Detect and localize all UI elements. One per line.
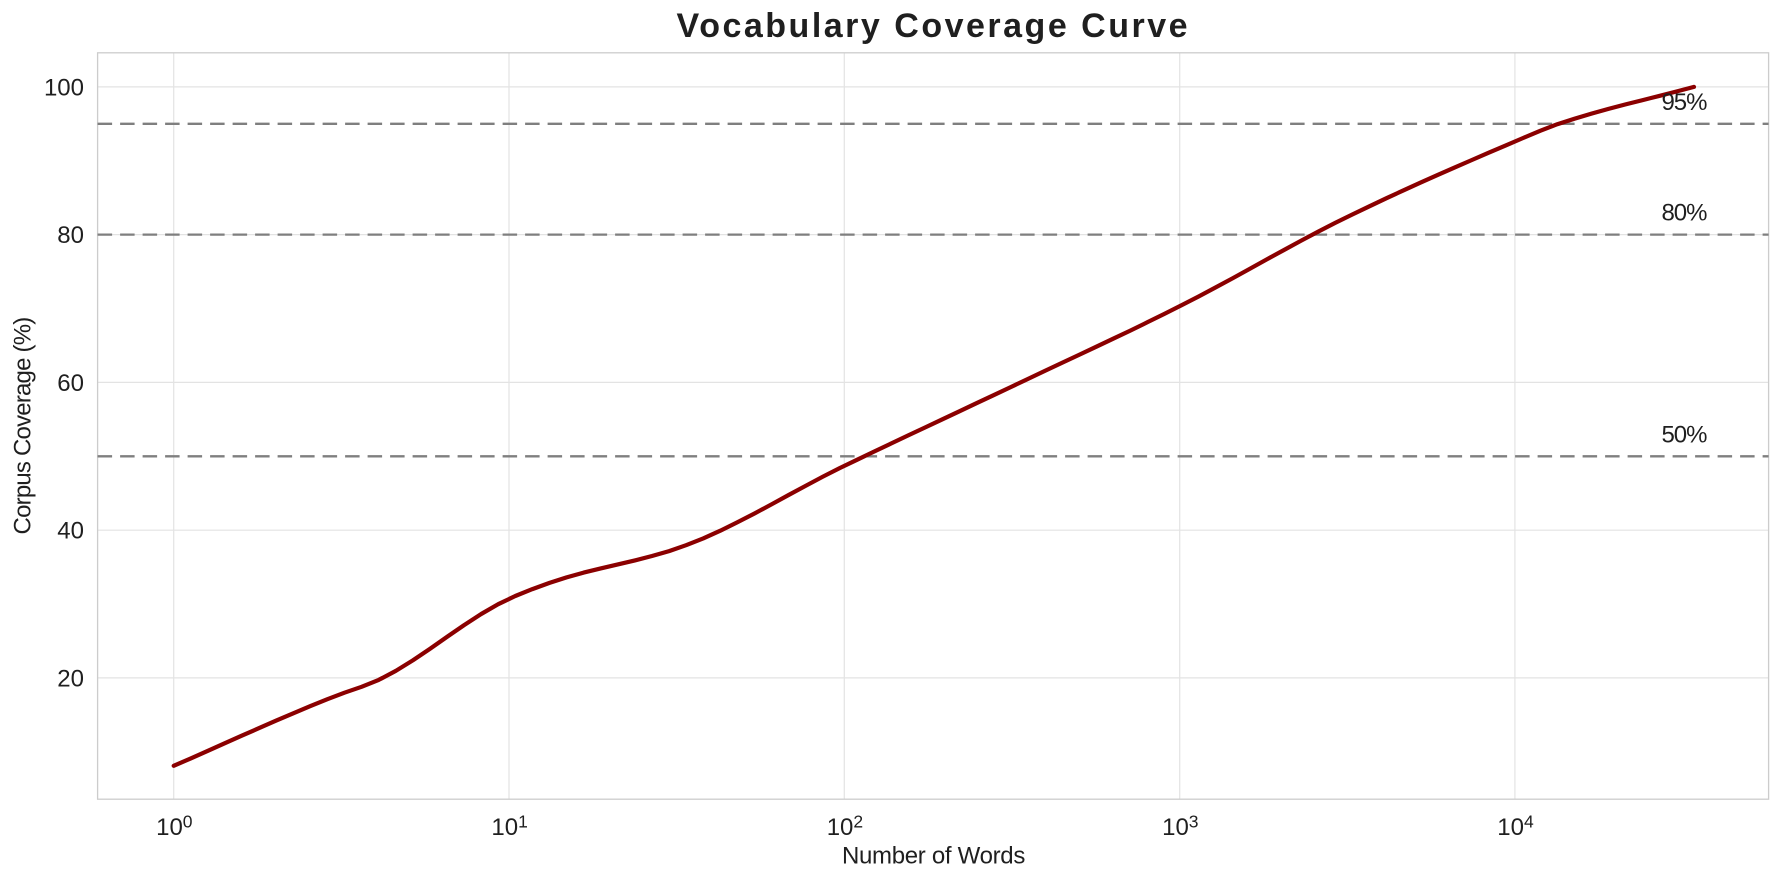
svg-text:103: 103 (1162, 811, 1198, 841)
svg-text:Number of Words: Number of Words (842, 842, 1025, 869)
svg-text:100: 100 (156, 811, 193, 841)
svg-text:104: 104 (1497, 811, 1534, 841)
svg-text:50%: 50% (1661, 421, 1707, 448)
svg-text:100: 100 (44, 74, 84, 101)
svg-text:95%: 95% (1661, 89, 1707, 116)
svg-text:80: 80 (57, 222, 84, 249)
svg-text:80%: 80% (1661, 200, 1707, 227)
svg-text:101: 101 (491, 811, 527, 841)
svg-text:Vocabulary Coverage Curve: Vocabulary Coverage Curve (677, 7, 1191, 45)
svg-text:Corpus Coverage (%): Corpus Coverage (%) (9, 318, 36, 535)
svg-text:60: 60 (57, 370, 84, 397)
svg-text:102: 102 (827, 811, 863, 841)
svg-text:40: 40 (57, 518, 84, 545)
svg-text:20: 20 (57, 665, 84, 692)
